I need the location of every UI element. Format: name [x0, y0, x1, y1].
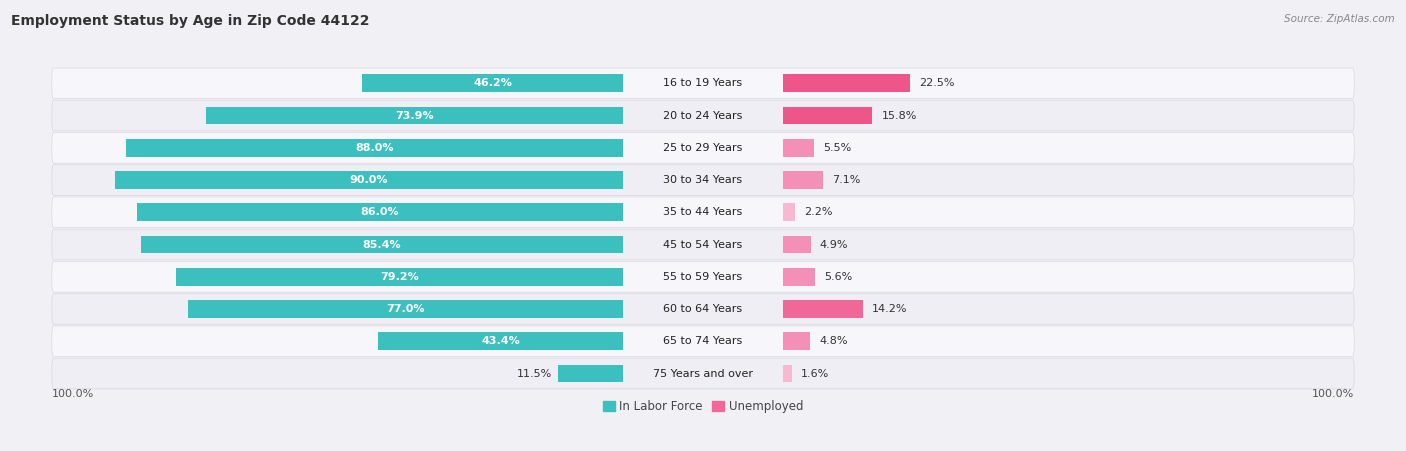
Bar: [783, 268, 814, 285]
Text: 75 Years and over: 75 Years and over: [652, 368, 754, 378]
Bar: [783, 107, 872, 124]
Text: 60 to 64 Years: 60 to 64 Years: [664, 304, 742, 314]
Text: 79.2%: 79.2%: [380, 272, 419, 282]
Text: 43.4%: 43.4%: [481, 336, 520, 346]
Bar: [558, 365, 623, 382]
Bar: [783, 171, 823, 189]
Bar: [205, 107, 623, 124]
Bar: [783, 365, 792, 382]
Bar: [141, 236, 623, 253]
Bar: [125, 139, 623, 156]
Text: 20 to 24 Years: 20 to 24 Years: [664, 110, 742, 120]
FancyBboxPatch shape: [52, 262, 1354, 292]
Legend: In Labor Force, Unemployed: In Labor Force, Unemployed: [598, 396, 808, 418]
Bar: [138, 203, 623, 221]
Text: 55 to 59 Years: 55 to 59 Years: [664, 272, 742, 282]
FancyBboxPatch shape: [52, 197, 1354, 228]
Text: 45 to 54 Years: 45 to 54 Years: [664, 239, 742, 249]
Bar: [188, 300, 623, 318]
Text: 7.1%: 7.1%: [832, 175, 860, 185]
FancyBboxPatch shape: [52, 294, 1354, 324]
FancyBboxPatch shape: [52, 358, 1354, 389]
Text: 85.4%: 85.4%: [363, 239, 401, 249]
FancyBboxPatch shape: [52, 326, 1354, 357]
Text: 22.5%: 22.5%: [920, 78, 955, 88]
Text: 2.2%: 2.2%: [804, 207, 832, 217]
Bar: [363, 74, 623, 92]
Bar: [114, 171, 623, 189]
Bar: [176, 268, 623, 285]
Text: 86.0%: 86.0%: [361, 207, 399, 217]
Bar: [783, 74, 910, 92]
Bar: [783, 236, 810, 253]
Text: Source: ZipAtlas.com: Source: ZipAtlas.com: [1284, 14, 1395, 23]
Text: 90.0%: 90.0%: [350, 175, 388, 185]
Text: 25 to 29 Years: 25 to 29 Years: [664, 143, 742, 153]
FancyBboxPatch shape: [52, 229, 1354, 260]
Text: 100.0%: 100.0%: [52, 390, 94, 400]
Text: 4.9%: 4.9%: [820, 239, 848, 249]
Text: 73.9%: 73.9%: [395, 110, 433, 120]
Text: 46.2%: 46.2%: [474, 78, 512, 88]
Text: 88.0%: 88.0%: [356, 143, 394, 153]
Bar: [783, 139, 814, 156]
Text: 65 to 74 Years: 65 to 74 Years: [664, 336, 742, 346]
FancyBboxPatch shape: [52, 68, 1354, 99]
FancyBboxPatch shape: [52, 133, 1354, 163]
Bar: [378, 332, 623, 350]
Text: 1.6%: 1.6%: [801, 368, 830, 378]
Text: 11.5%: 11.5%: [517, 368, 553, 378]
Text: 16 to 19 Years: 16 to 19 Years: [664, 78, 742, 88]
Text: 5.6%: 5.6%: [824, 272, 852, 282]
FancyBboxPatch shape: [52, 165, 1354, 195]
Bar: [783, 300, 863, 318]
Text: 5.5%: 5.5%: [823, 143, 852, 153]
Text: 35 to 44 Years: 35 to 44 Years: [664, 207, 742, 217]
Text: 30 to 34 Years: 30 to 34 Years: [664, 175, 742, 185]
Bar: [783, 203, 796, 221]
Text: Employment Status by Age in Zip Code 44122: Employment Status by Age in Zip Code 441…: [11, 14, 370, 28]
Text: 100.0%: 100.0%: [1312, 390, 1354, 400]
Text: 14.2%: 14.2%: [872, 304, 908, 314]
Bar: [783, 332, 810, 350]
Text: 77.0%: 77.0%: [387, 304, 425, 314]
Text: 4.8%: 4.8%: [820, 336, 848, 346]
FancyBboxPatch shape: [52, 100, 1354, 131]
Text: 15.8%: 15.8%: [882, 110, 917, 120]
